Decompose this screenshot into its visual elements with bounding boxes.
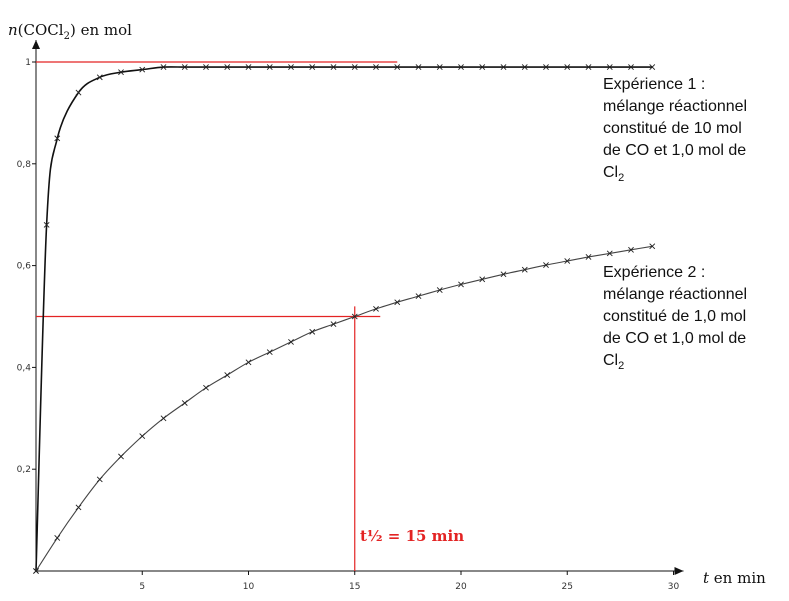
series-1-point xyxy=(415,64,422,71)
annotation-experience-2: Expérience 2 : mélange réactionnel const… xyxy=(603,264,752,372)
y-tick-label: 1 xyxy=(25,58,31,68)
series-2-point xyxy=(415,293,422,300)
y-tick-label: 0,8 xyxy=(17,160,32,170)
series-1-point xyxy=(266,64,273,71)
series-2-point xyxy=(458,281,464,288)
series-2-point xyxy=(139,433,146,440)
series-1-point xyxy=(288,64,294,71)
x-tick-label: 30 xyxy=(668,582,680,592)
series-1-line xyxy=(35,66,653,572)
series-2-point xyxy=(224,372,231,378)
series-1-point xyxy=(479,64,486,71)
series-1-point xyxy=(649,64,656,71)
series-2-point xyxy=(330,321,337,328)
series-2-point xyxy=(33,568,39,574)
half-life-label: t½ = 15 min xyxy=(360,527,464,545)
series-1-point xyxy=(203,64,209,71)
series-2-point xyxy=(649,243,656,250)
series-2-point xyxy=(373,305,379,312)
x-axis-title: t en min xyxy=(703,569,766,587)
series-2-point xyxy=(160,415,167,422)
series-1-point xyxy=(160,64,167,71)
series-1-point xyxy=(543,64,549,71)
series-2-point xyxy=(564,258,571,264)
series-1-point xyxy=(458,64,464,71)
x-axis-arrow xyxy=(674,567,684,575)
reference-lines xyxy=(36,61,398,571)
series-2-point xyxy=(628,246,634,253)
series-1-point xyxy=(96,74,103,81)
series-layer xyxy=(33,64,656,574)
series-2-point xyxy=(543,262,549,269)
series-2-point xyxy=(181,400,188,406)
series-2-point xyxy=(118,453,124,460)
series-1-point xyxy=(373,64,379,71)
series-1-point xyxy=(75,89,82,96)
x-tick-label: 15 xyxy=(349,582,360,592)
series-1-point xyxy=(500,64,507,71)
series-2-point xyxy=(96,476,103,483)
y-axis-title: n(COCl2) en mol xyxy=(8,21,132,42)
series-1-point xyxy=(521,64,528,71)
series-2-point xyxy=(479,276,486,283)
series-1-point xyxy=(181,64,188,71)
series-1-point xyxy=(394,64,401,71)
series-2-point xyxy=(500,271,507,278)
y-axis-arrow xyxy=(32,40,40,49)
series-1-point xyxy=(224,64,231,71)
y-tick-label: 0,2 xyxy=(17,465,31,475)
y-tick-label: 0,6 xyxy=(17,262,32,272)
series-2-point xyxy=(203,384,209,391)
series-1-point xyxy=(309,64,316,71)
series-1-point xyxy=(585,64,592,71)
series-2-point xyxy=(436,287,443,293)
series-2-point xyxy=(75,504,82,511)
series-2-point xyxy=(309,328,316,335)
series-2-point xyxy=(606,250,613,257)
y-tick-label: 0,4 xyxy=(17,363,32,373)
series-2-point xyxy=(288,339,294,345)
series-2-point xyxy=(521,266,528,273)
series-2-line xyxy=(35,245,653,572)
series-2-point xyxy=(245,359,252,366)
series-1-point xyxy=(628,64,634,71)
series-2-point xyxy=(585,254,592,260)
series-2-point xyxy=(266,349,273,356)
axes xyxy=(32,40,684,575)
x-tick-label: 20 xyxy=(455,582,467,592)
series-1-point xyxy=(606,64,613,71)
series-1-point xyxy=(54,135,61,142)
series-1-point xyxy=(245,64,252,71)
annotation-experience-1: Expérience 1 : mélange réactionnel const… xyxy=(603,76,752,184)
series-1-point xyxy=(564,64,571,71)
series-1-point xyxy=(118,69,124,76)
series-1-point xyxy=(351,64,358,71)
series-1-point xyxy=(436,64,443,71)
series-1-point xyxy=(43,221,50,228)
x-tick-label: 10 xyxy=(243,582,255,592)
x-tick-label: 25 xyxy=(562,582,573,592)
series-2-point xyxy=(351,313,358,320)
ticks: 5 10 15 20 25 30 0,2 0,4 0,6 0,8 1 xyxy=(17,58,680,592)
series-1-point xyxy=(330,64,337,71)
series-2-point xyxy=(394,299,401,306)
series-2-point xyxy=(54,534,61,541)
x-tick-label: 5 xyxy=(139,582,145,592)
series-1-point xyxy=(139,66,146,73)
